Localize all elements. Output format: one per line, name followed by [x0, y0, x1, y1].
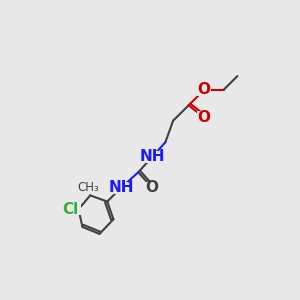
FancyBboxPatch shape: [64, 203, 81, 215]
FancyBboxPatch shape: [197, 112, 211, 124]
Text: O: O: [146, 180, 159, 195]
Text: O: O: [198, 82, 211, 98]
Text: Cl: Cl: [63, 202, 79, 217]
Text: NH: NH: [109, 180, 134, 195]
FancyBboxPatch shape: [197, 84, 211, 96]
Text: CH₃: CH₃: [78, 181, 100, 194]
FancyBboxPatch shape: [114, 182, 128, 194]
Text: NH: NH: [140, 149, 165, 164]
FancyBboxPatch shape: [146, 182, 158, 194]
FancyBboxPatch shape: [79, 182, 98, 194]
Text: O: O: [198, 110, 211, 125]
FancyBboxPatch shape: [145, 151, 159, 163]
